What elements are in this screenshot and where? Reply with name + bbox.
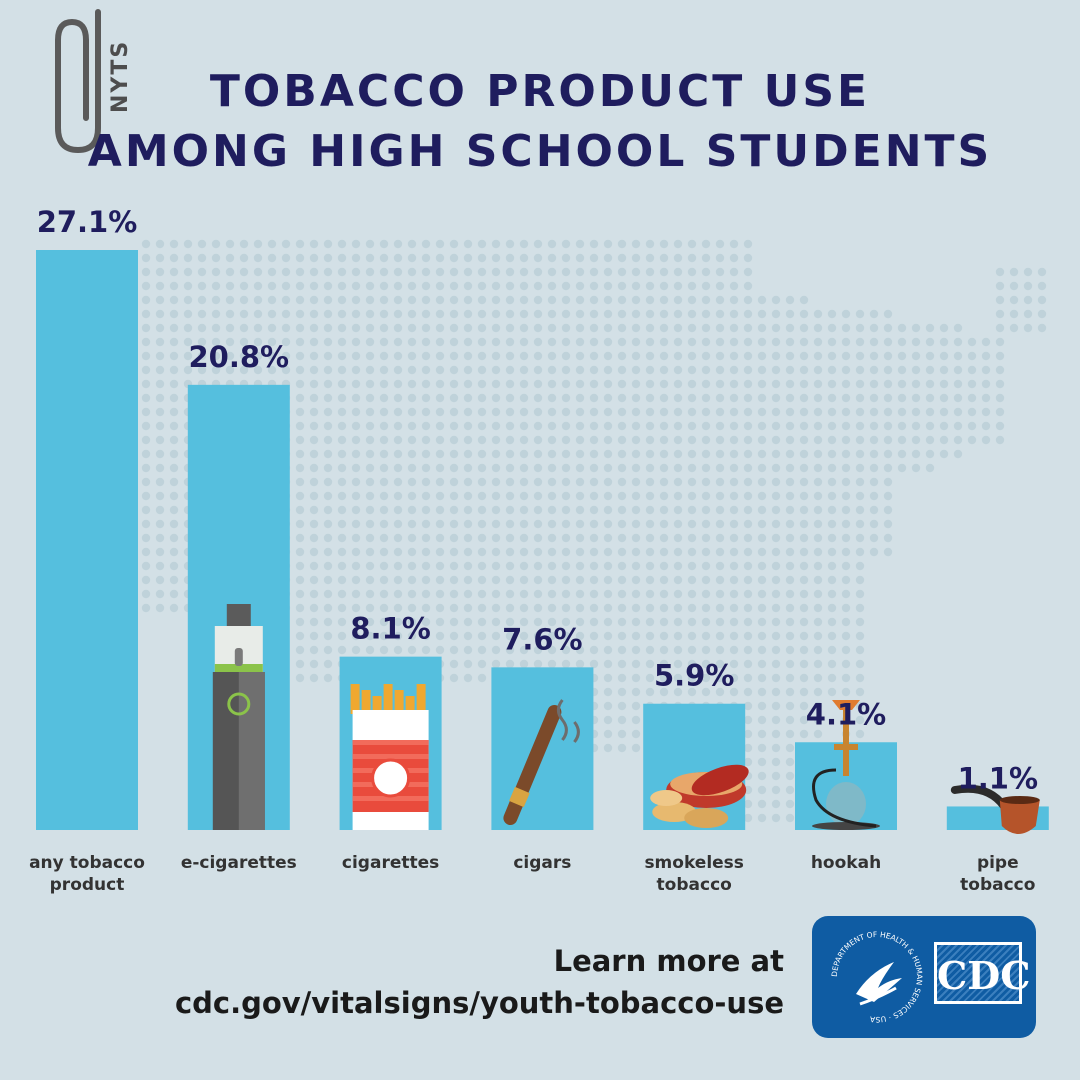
product-icons bbox=[212, 604, 1040, 834]
value-label-6: 1.1% bbox=[958, 761, 1038, 795]
value-label-2: 8.1% bbox=[350, 612, 430, 646]
learn-more-text: Learn more at cdc.gov/vitalsigns/youth-t… bbox=[175, 940, 784, 1024]
snuff-tin-icon bbox=[650, 764, 749, 828]
category-label-4: smokeless tobacco bbox=[644, 853, 744, 895]
category-label-0: any tobacco product bbox=[29, 853, 145, 895]
pipe-icon bbox=[950, 784, 1040, 834]
learn-more-url[interactable]: cdc.gov/vitalsigns/youth-tobacco-use bbox=[174, 986, 784, 1020]
value-label-3: 7.6% bbox=[502, 622, 582, 656]
value-label-0: 27.1% bbox=[37, 205, 138, 239]
category-label-1: e-cigarettes bbox=[181, 853, 297, 873]
value-label-5: 4.1% bbox=[806, 697, 886, 731]
category-label-2: cigarettes bbox=[342, 853, 439, 873]
paperclip-icon bbox=[55, 9, 101, 154]
value-labels: 27.1% 20.8% 8.1% 7.6% 5.9% 4.1% 1.1% bbox=[37, 205, 1038, 795]
cdc-logo[interactable]: DEPARTMENT OF HEALTH & HUMAN SERVICES · … bbox=[812, 916, 1036, 1038]
value-label-4: 5.9% bbox=[654, 659, 734, 693]
category-labels: any tobacco product e-cigarettes cigarettes… bbox=[29, 853, 1035, 895]
cigar-icon bbox=[503, 699, 580, 825]
chart-title-line1: TOBACCO PRODUCT USE bbox=[209, 66, 871, 117]
bar-0 bbox=[36, 250, 138, 830]
value-label-1: 20.8% bbox=[188, 340, 289, 374]
cdc-wordmark: CDC bbox=[934, 942, 1030, 1004]
hhs-seal-icon: DEPARTMENT OF HEALTH & HUMAN SERVICES · … bbox=[830, 930, 924, 1024]
cigarette-pack-icon bbox=[350, 684, 429, 830]
chart-title-line2: AMONG HIGH SCHOOL STUDENTS bbox=[87, 126, 993, 177]
category-label-6: pipe tobacco bbox=[960, 853, 1035, 895]
learn-more-label: Learn more at bbox=[553, 944, 784, 978]
category-label-3: cigars bbox=[513, 853, 571, 873]
hookah-icon bbox=[812, 700, 880, 830]
vape-pen-icon bbox=[212, 604, 265, 830]
category-label-5: hookah bbox=[811, 853, 881, 873]
